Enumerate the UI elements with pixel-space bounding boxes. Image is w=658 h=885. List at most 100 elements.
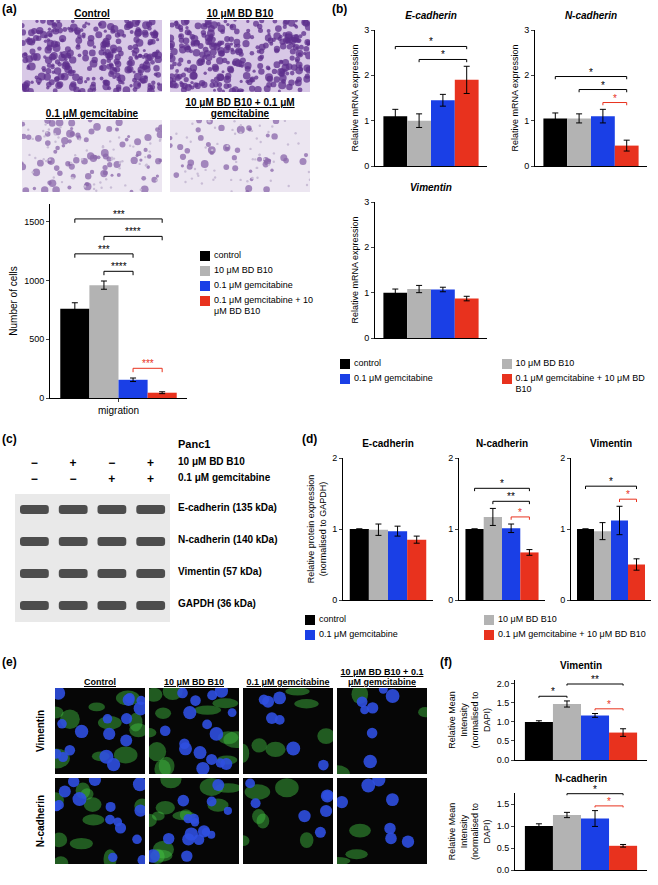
html-text:10 μM BD B10: 10 μM BD B10 [206, 8, 274, 19]
svg-text:Relative MeanIntensity(normali: Relative MeanIntensity(normalised toDAPI… [447, 691, 492, 749]
svg-text:1: 1 [560, 524, 565, 534]
svg-text:3: 3 [364, 197, 369, 207]
html-text:0.1 μM gemcitabine: 0.1 μM gemcitabine [246, 677, 330, 687]
html-text:10 μM BD B10: 10 μM BD B10 [178, 456, 245, 467]
svg-text:2: 2 [524, 70, 529, 80]
svg-text:E-cadherin: E-cadherin [405, 10, 457, 21]
svg-text:1.0: 1.0 [497, 821, 510, 831]
svg-text:****: **** [125, 226, 141, 237]
svg-text:0: 0 [364, 161, 369, 171]
svg-text:*: * [551, 686, 555, 697]
html-text:(e): (e) [2, 655, 17, 669]
svg-text:1: 1 [524, 116, 529, 126]
html-text:0.1 μM gemcitabine + 10 μM BD: 0.1 μM gemcitabine + 10 μM BD B10 [214, 295, 313, 316]
svg-text:*: * [589, 67, 593, 78]
svg-text:*: * [609, 476, 613, 487]
svg-text:2: 2 [560, 453, 565, 463]
svg-text:3: 3 [364, 25, 369, 35]
html-text:N-cadherin (140 kDa): N-cadherin (140 kDa) [178, 534, 278, 545]
svg-text:0: 0 [560, 595, 565, 605]
html-text:(b): (b) [332, 2, 348, 16]
svg-text:Vimentin: Vimentin [410, 182, 452, 193]
svg-text:0: 0 [39, 393, 44, 403]
svg-text:2: 2 [448, 453, 453, 463]
html-text:0.1 μM gemcitabine + 10 μM BD: 0.1 μM gemcitabine + 10 μM BD B10 [515, 373, 645, 394]
html-text:10 μM BD B10: 10 μM BD B10 [164, 677, 224, 687]
svg-text:N-cadherin: N-cadherin [476, 438, 528, 449]
html-text:(a): (a) [2, 2, 17, 16]
svg-text:1.5: 1.5 [497, 799, 510, 809]
svg-text:0.0: 0.0 [497, 755, 510, 765]
svg-text:Relative mRNA expression: Relative mRNA expression [350, 216, 360, 323]
svg-text:1: 1 [364, 116, 369, 126]
svg-text:Relative MeanIntensity(normali: Relative MeanIntensity(normalised toDAPI… [447, 803, 492, 861]
html-text:N-cadherin: N-cadherin [35, 794, 46, 848]
html-text:Control: Control [74, 8, 110, 19]
html-text:(f): (f) [440, 655, 452, 669]
html-text:GAPDH (36 kDa): GAPDH (36 kDa) [178, 598, 256, 609]
html-text:10 μM BD B10 + 0.1 μM gemcitab: 10 μM BD B10 + 0.1 μM gemcitabine [185, 97, 295, 119]
svg-text:1: 1 [448, 524, 453, 534]
svg-text:2.0: 2.0 [497, 679, 510, 689]
svg-text:E-cadherin: E-cadherin [362, 438, 414, 449]
svg-text:*: * [441, 49, 445, 60]
svg-text:*: * [601, 80, 605, 91]
svg-text:Relative mRNA expression: Relative mRNA expression [510, 44, 520, 151]
svg-text:**: ** [507, 491, 515, 502]
svg-text:*: * [607, 796, 611, 807]
html-text:Control: Control [84, 677, 116, 687]
svg-text:*: * [518, 507, 522, 518]
svg-text:*: * [593, 784, 597, 795]
svg-text:N-cadherin: N-cadherin [565, 10, 617, 21]
svg-text:Number of cells: Number of cells [8, 266, 19, 335]
svg-text:1: 1 [332, 524, 337, 534]
svg-text:***: *** [113, 209, 125, 220]
html-text:control: control [214, 250, 241, 260]
svg-text:500: 500 [29, 334, 44, 344]
svg-text:**: ** [591, 674, 599, 685]
svg-text:Vimentin: Vimentin [560, 660, 602, 671]
svg-text:Vimentin: Vimentin [590, 438, 632, 449]
svg-text:2: 2 [364, 70, 369, 80]
svg-text:*: * [613, 93, 617, 104]
svg-text:Relative mRNA expression: Relative mRNA expression [350, 44, 360, 151]
html-text:(c): (c) [2, 432, 17, 446]
svg-text:1: 1 [364, 288, 369, 298]
svg-text:***: *** [98, 244, 110, 255]
html-text:0.1 μM gemcitabine: 0.1 μM gemcitabine [214, 280, 293, 290]
svg-text:0.0: 0.0 [497, 865, 510, 875]
html-text:Panc1: Panc1 [178, 438, 211, 450]
svg-text:3: 3 [524, 25, 529, 35]
html-text:0.1 μM gemcitabine: 0.1 μM gemcitabine [178, 472, 271, 483]
svg-text:2: 2 [364, 242, 369, 252]
html-text:10 μM BD B10: 10 μM BD B10 [515, 358, 575, 368]
svg-text:2: 2 [332, 453, 337, 463]
svg-text:migration: migration [98, 405, 139, 416]
svg-text:***: *** [142, 358, 154, 369]
svg-text:0: 0 [364, 333, 369, 343]
svg-text:****: **** [111, 261, 127, 272]
svg-text:*: * [429, 36, 433, 47]
svg-text:0: 0 [332, 595, 337, 605]
svg-text:N-cadherin: N-cadherin [555, 773, 607, 784]
svg-text:1.5: 1.5 [497, 698, 510, 708]
svg-text:Relative protein expression(no: Relative protein expression(normalised t… [306, 475, 328, 584]
svg-text:1500: 1500 [24, 217, 44, 227]
html-text:Vimentin (57 kDa): Vimentin (57 kDa) [178, 566, 262, 577]
svg-text:0: 0 [524, 161, 529, 171]
svg-text:*: * [626, 489, 630, 500]
html-text:E-cadherin (135 kDa): E-cadherin (135 kDa) [178, 502, 277, 513]
html-text:10 μM BD B10: 10 μM BD B10 [214, 265, 273, 275]
html-text:control: control [354, 358, 381, 368]
html-text:0.1 μM gemcitabine: 0.1 μM gemcitabine [45, 108, 139, 119]
svg-text:0.5: 0.5 [497, 736, 510, 746]
svg-text:*: * [607, 699, 611, 710]
svg-text:*: * [500, 478, 504, 489]
svg-text:0.5: 0.5 [497, 843, 510, 853]
html-text:(d): (d) [302, 432, 318, 446]
html-text:Vimentin: Vimentin [35, 710, 46, 752]
svg-text:1.0: 1.0 [497, 717, 510, 727]
svg-text:1000: 1000 [24, 276, 44, 286]
svg-text:0: 0 [448, 595, 453, 605]
html-text:10 μM BD B10 + 0.1 μM gemcitab: 10 μM BD B10 + 0.1 μM gemcitabine [340, 667, 424, 687]
